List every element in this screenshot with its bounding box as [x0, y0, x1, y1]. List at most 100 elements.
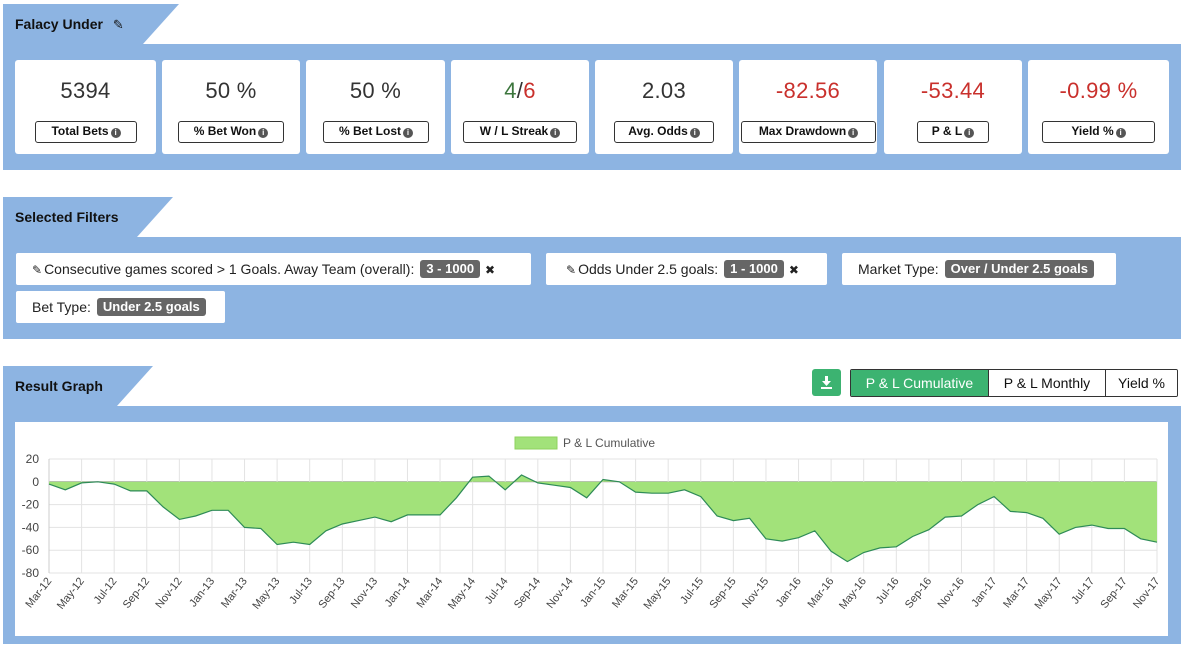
stat-label-text: % Bet Lost — [338, 124, 401, 138]
stat-value: 50 % — [349, 78, 402, 103]
download-button[interactable] — [812, 369, 841, 396]
info-circle-icon[interactable]: i — [258, 128, 269, 138]
filter-range-tag: 1 - 1000 — [724, 260, 784, 278]
stat-label-bet-won: % Bet Won i — [178, 121, 284, 143]
stat-label-text: P & L — [931, 124, 963, 138]
panel-title-text: Result Graph — [15, 378, 103, 394]
pencil-icon[interactable]: ✎ — [32, 263, 43, 277]
stat-label-text: Total Bets — [51, 124, 109, 138]
info-circle-icon[interactable]: i — [848, 128, 859, 138]
stat-label-text: Yield % — [1071, 124, 1114, 138]
y-tick-label: -40 — [22, 520, 40, 534]
filter-chip-odds-under[interactable]: ✎ Odds Under 2.5 goals: 1 - 1000 ✖ — [546, 253, 827, 285]
x-tick-label: Jan-13 — [187, 575, 217, 609]
info-circle-icon[interactable]: i — [110, 128, 121, 138]
yield-button[interactable]: Yield % — [1105, 370, 1177, 396]
x-tick-label: Jul-17 — [1069, 575, 1097, 606]
panel-title-result-graph: Result Graph — [3, 366, 153, 406]
stat-label-text: Avg. Odds — [628, 124, 688, 138]
x-tick-label: May-16 — [837, 575, 869, 611]
legend-swatch — [514, 436, 558, 450]
x-tick-label: Jul-12 — [92, 575, 120, 606]
y-tick-label: -80 — [22, 566, 40, 580]
graph-mode-toggle: P & L Cumulative P & L Monthly Yield % — [850, 369, 1178, 397]
stat-label-text: % Bet Won — [193, 124, 257, 138]
info-circle-icon[interactable]: i — [964, 128, 975, 138]
x-tick-label: Mar-17 — [1001, 575, 1032, 610]
close-icon[interactable]: ✖ — [485, 263, 496, 277]
x-tick-label: May-12 — [55, 575, 87, 611]
result-chart: 20 0 -20 -40 -60 -80 Mar-12 May-12 Jul-12 Sep-12 N… — [15, 422, 1168, 636]
stat-label-text: W / L Streak — [479, 124, 549, 138]
pl-cumulative-button[interactable]: P & L Cumulative — [851, 370, 988, 396]
pl-monthly-button[interactable]: P & L Monthly — [988, 370, 1105, 396]
x-tick-label: Sep-17 — [1098, 575, 1129, 610]
x-tick-label: Jan-16 — [774, 575, 804, 609]
filter-chip-consecutive-goals[interactable]: ✎ Consecutive games scored > 1 Goals. Awa… — [16, 253, 531, 285]
filter-label: Odds Under 2.5 goals: — [578, 261, 719, 277]
y-tick-label: -60 — [22, 543, 40, 557]
x-tick-label: Jan-15 — [578, 575, 608, 609]
x-tick-label: May-17 — [1033, 575, 1065, 611]
stat-value: -82.56 — [775, 78, 841, 103]
close-icon[interactable]: ✖ — [788, 263, 799, 277]
x-tick-label: Sep-13 — [316, 575, 347, 610]
x-tick-label: Jan-17 — [969, 575, 999, 609]
filter-label: Consecutive games scored > 1 Goals. Away… — [44, 261, 415, 277]
filter-value-tag: Over / Under 2.5 goals — [944, 260, 1094, 278]
stat-value: 2.03 — [641, 78, 687, 103]
info-circle-icon[interactable]: i — [403, 128, 413, 138]
stat-label-wl-streak: W / L Streak i — [463, 121, 577, 143]
filter-label: Bet Type: — [32, 299, 91, 315]
stat-card-wl-streak: 4/6 W / L Streak i — [451, 60, 589, 154]
info-circle-icon[interactable]: i — [1115, 128, 1126, 138]
stat-label-bet-lost: % Bet Lost i — [323, 121, 429, 143]
pl-series-line — [48, 474, 1158, 563]
stat-label-yield: Yield % i — [1042, 121, 1155, 143]
streak-win: 4 — [504, 78, 517, 103]
y-tick-label: 20 — [26, 452, 40, 466]
panel-title-text: Selected Filters — [15, 209, 119, 225]
x-tick-label: Sep-14 — [512, 575, 543, 610]
stat-value: 4/6 — [451, 78, 589, 104]
x-tick-label: Mar-14 — [415, 575, 446, 610]
stat-label-text: Max Drawdown — [758, 124, 847, 138]
pencil-icon[interactable]: ✎ — [112, 17, 124, 32]
stat-value: 50 % — [205, 78, 257, 103]
legend-label: P & L Cumulative — [563, 436, 655, 450]
stat-label-avg-odds: Avg. Odds i — [614, 121, 714, 143]
info-circle-icon[interactable]: i — [689, 128, 700, 138]
info-circle-icon[interactable]: i — [550, 128, 561, 138]
x-tick-label: Nov-15 — [740, 575, 771, 610]
x-tick-label: Jul-14 — [483, 575, 511, 606]
x-tick-label: Jul-16 — [874, 575, 902, 606]
x-tick-label: Nov-14 — [544, 575, 575, 610]
pl-area — [49, 475, 1157, 562]
x-tick-label: Mar-13 — [219, 575, 250, 610]
stat-card-total-bets: 5394 Total Bets i — [15, 60, 156, 154]
stat-label-max-drawdown: Max Drawdown i — [741, 121, 876, 143]
pencil-icon[interactable]: ✎ — [566, 263, 577, 277]
y-tick-label: 0 — [32, 475, 39, 489]
filter-chip-bet-type: Bet Type: Under 2.5 goals — [16, 291, 225, 323]
x-tick-label: Sep-15 — [707, 575, 738, 610]
filter-range-tag: 3 - 1000 — [420, 260, 481, 278]
panel-title-falacy-under: Falacy Under ✎ — [3, 4, 179, 44]
stat-card-avg-odds: 2.03 Avg. Odds i — [595, 60, 733, 154]
x-tick-label: Mar-16 — [806, 575, 837, 610]
filter-chip-market-type: Market Type: Over / Under 2.5 goals — [842, 253, 1116, 285]
stat-value: 5394 — [60, 78, 111, 103]
x-tick-label: Nov-13 — [349, 575, 380, 610]
download-icon — [821, 376, 832, 389]
x-tick-label: May-15 — [641, 575, 673, 611]
streak-loss: 6 — [523, 78, 536, 103]
y-tick-label: -20 — [22, 498, 40, 512]
x-tick-label: Sep-16 — [903, 575, 934, 610]
x-tick-label: Jul-13 — [287, 575, 315, 606]
x-tick-label: Mar-12 — [23, 575, 54, 610]
panel-title-selected-filters: Selected Filters — [3, 197, 173, 237]
stat-value: -53.44 — [920, 78, 986, 103]
stat-card-yield: -0.99 % Yield % i — [1028, 60, 1169, 154]
